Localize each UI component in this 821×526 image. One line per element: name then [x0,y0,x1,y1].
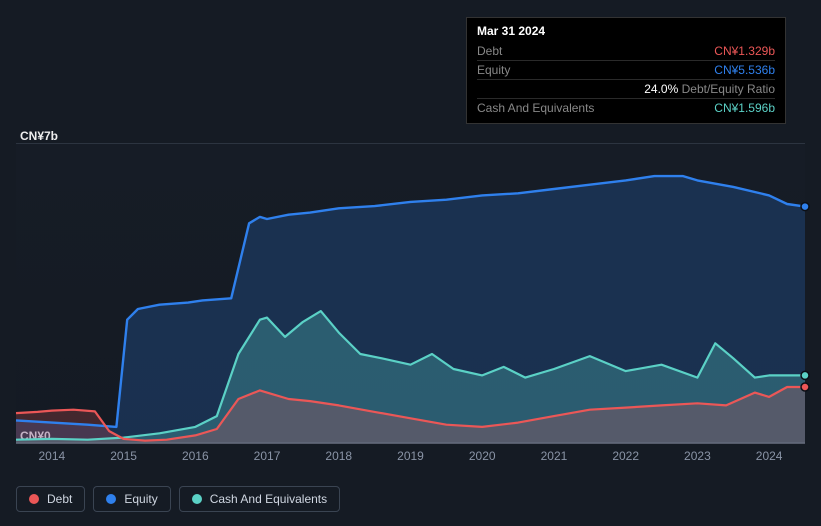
tooltip-row: Equity CN¥5.536b [477,60,775,79]
tooltip-date: Mar 31 2024 [477,24,775,38]
legend-swatch [192,494,202,504]
tooltip-row-label: Debt [477,44,502,58]
x-axis-tick: 2014 [39,449,66,463]
tooltip-row-label: Cash And Equivalents [477,101,594,115]
tooltip-row-value: CN¥1.596b [714,101,775,115]
legend-swatch [29,494,39,504]
legend-swatch [106,494,116,504]
tooltip-row-label: Equity [477,63,510,77]
legend-label: Equity [124,492,157,506]
legend-label: Debt [47,492,72,506]
tooltip-row-value: CN¥5.536b [714,63,775,77]
tooltip-row: Debt CN¥1.329b [477,42,775,60]
x-axis-tick: 2022 [612,449,639,463]
chart-legend: Debt Equity Cash And Equivalents [16,486,340,512]
legend-label: Cash And Equivalents [210,492,327,506]
x-axis-tick: 2017 [254,449,281,463]
x-axis-tick: 2016 [182,449,209,463]
tooltip-row: 24.0% Debt/Equity Ratio [477,79,775,98]
legend-item-debt[interactable]: Debt [16,486,85,512]
chart-plot-area [16,143,805,443]
x-axis-tick: 2024 [756,449,783,463]
series-end-dot [801,383,809,391]
x-axis-tick: 2020 [469,449,496,463]
tooltip-row-value: CN¥1.329b [714,44,775,58]
legend-item-cash-and-equivalents[interactable]: Cash And Equivalents [179,486,340,512]
x-axis-tick: 2015 [110,449,137,463]
chart-tooltip: Mar 31 2024 Debt CN¥1.329b Equity CN¥5.536b… [466,17,786,124]
y-axis-label: CN¥7b [20,129,58,143]
legend-item-equity[interactable]: Equity [93,486,170,512]
tooltip-row-value: 24.0% Debt/Equity Ratio [644,82,775,96]
x-axis-tick: 2018 [325,449,352,463]
series-end-dot [801,371,809,379]
series-end-dot [801,203,809,211]
x-axis-tick: 2019 [397,449,424,463]
x-axis-tick: 2023 [684,449,711,463]
x-axis-tick: 2021 [541,449,568,463]
chart-svg [16,144,805,444]
tooltip-row: Cash And Equivalents CN¥1.596b [477,98,775,117]
